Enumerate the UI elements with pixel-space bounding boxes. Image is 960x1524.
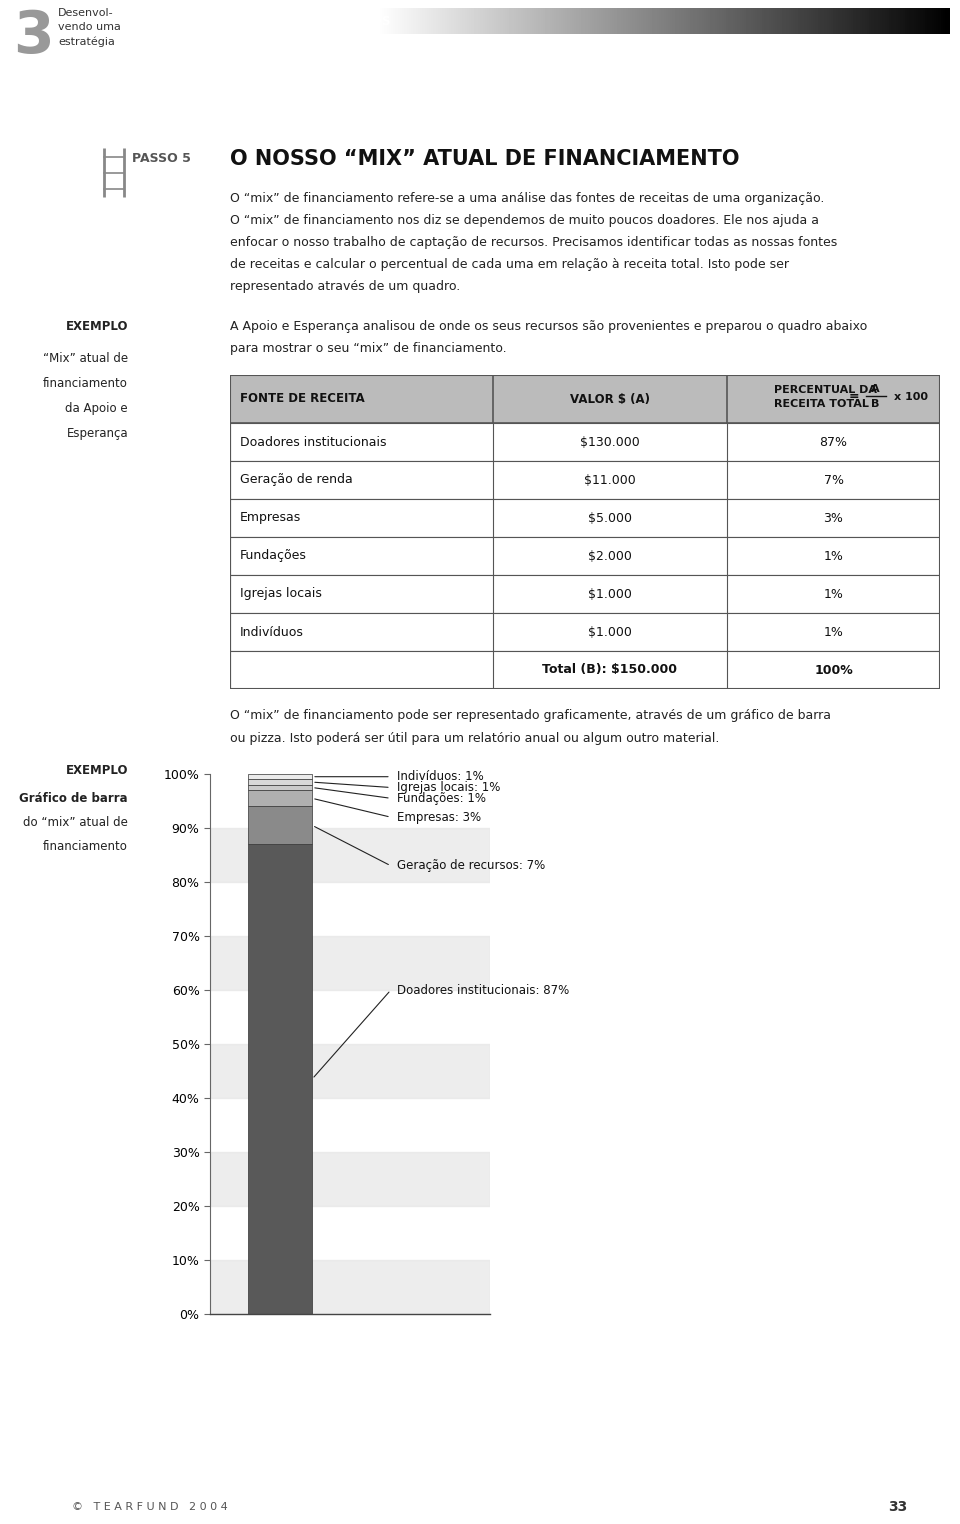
Text: 3: 3 bbox=[13, 8, 54, 64]
Bar bbox=[248, 774, 312, 779]
Text: $1.000: $1.000 bbox=[588, 587, 632, 600]
Text: Indivíduos: 1%: Indivíduos: 1% bbox=[396, 770, 484, 783]
Bar bbox=[210, 936, 490, 991]
Text: RECEITA TOTAL: RECEITA TOTAL bbox=[774, 399, 869, 408]
Text: CAPTAÇÃO DE RECURSOS: CAPTAÇÃO DE RECURSOS bbox=[222, 14, 391, 29]
Text: 1%: 1% bbox=[824, 550, 844, 562]
Text: Igrejas locais: Igrejas locais bbox=[240, 587, 322, 600]
Bar bbox=[210, 1152, 490, 1205]
Text: Gráfico de barra: Gráfico de barra bbox=[19, 792, 128, 805]
Text: “Mix” atual de: “Mix” atual de bbox=[43, 352, 128, 366]
Text: de receitas e calcular o percentual de cada uma em relação à receita total. Isto: de receitas e calcular o percentual de c… bbox=[230, 258, 789, 271]
Text: $11.000: $11.000 bbox=[584, 474, 636, 486]
Bar bbox=[248, 779, 312, 785]
Bar bbox=[230, 460, 940, 498]
Text: $130.000: $130.000 bbox=[580, 436, 639, 448]
Text: da Apoio e: da Apoio e bbox=[65, 402, 128, 415]
Bar bbox=[248, 785, 312, 791]
Bar bbox=[230, 651, 940, 689]
Text: B: B bbox=[872, 399, 879, 408]
Text: 87%: 87% bbox=[820, 436, 848, 448]
Bar bbox=[210, 828, 490, 882]
Text: 1%: 1% bbox=[824, 625, 844, 639]
Text: ROOTS 6: ROOTS 6 bbox=[140, 15, 198, 27]
Bar bbox=[230, 613, 940, 651]
Text: financiamento: financiamento bbox=[43, 840, 128, 853]
Text: $2.000: $2.000 bbox=[588, 550, 632, 562]
Text: =: = bbox=[849, 390, 859, 404]
Bar bbox=[230, 375, 940, 424]
Text: Fundações: Fundações bbox=[240, 550, 307, 562]
Text: Fundações: 1%: Fundações: 1% bbox=[396, 792, 486, 805]
Text: representado através de um quadro.: representado através de um quadro. bbox=[230, 280, 460, 293]
Text: $5.000: $5.000 bbox=[588, 512, 632, 524]
Text: VALOR $ (A): VALOR $ (A) bbox=[570, 393, 650, 405]
Bar bbox=[210, 1260, 490, 1314]
Bar bbox=[248, 791, 312, 806]
Text: O NOSSO “MIX” ATUAL DE FINANCIAMENTO: O NOSSO “MIX” ATUAL DE FINANCIAMENTO bbox=[230, 149, 739, 169]
Text: O “mix” de financiamento nos diz se dependemos de muito poucos doadores. Ele nos: O “mix” de financiamento nos diz se depe… bbox=[230, 213, 819, 227]
Text: Desenvol-
vendo uma
estratégia: Desenvol- vendo uma estratégia bbox=[58, 8, 121, 47]
Text: Geração de recursos: 7%: Geração de recursos: 7% bbox=[396, 860, 545, 872]
Text: $1.000: $1.000 bbox=[588, 625, 632, 639]
Bar bbox=[230, 575, 940, 613]
Bar bbox=[210, 1044, 490, 1097]
Bar bbox=[230, 424, 940, 460]
Bar bbox=[230, 498, 940, 536]
Text: enfocar o nosso trabalho de captação de recursos. Precisamos identificar todas a: enfocar o nosso trabalho de captação de … bbox=[230, 236, 837, 248]
Text: Geração de renda: Geração de renda bbox=[240, 474, 352, 486]
Text: 7%: 7% bbox=[824, 474, 844, 486]
Text: Doadores institucionais: 87%: Doadores institucionais: 87% bbox=[396, 983, 569, 997]
Text: do “mix” atual de: do “mix” atual de bbox=[23, 815, 128, 829]
Text: A Apoio e Esperança analisou de onde os seus recursos são provenientes e preparo: A Apoio e Esperança analisou de onde os … bbox=[230, 320, 867, 334]
Bar bbox=[248, 806, 312, 844]
Bar bbox=[248, 844, 312, 1314]
Text: para mostrar o seu “mix” de financiamento.: para mostrar o seu “mix” de financiament… bbox=[230, 341, 507, 355]
Text: ou pizza. Isto poderá ser útil para um relatório anual ou algum outro material.: ou pizza. Isto poderá ser útil para um r… bbox=[230, 732, 719, 745]
Text: FONTE DE RECEITA: FONTE DE RECEITA bbox=[240, 393, 365, 405]
Text: 33: 33 bbox=[888, 1500, 907, 1513]
Text: O “mix” de financiamento pode ser representado graficamente, através de um gráfi: O “mix” de financiamento pode ser repres… bbox=[230, 709, 831, 722]
Text: Empresas: Empresas bbox=[240, 512, 301, 524]
Text: PASSO 5: PASSO 5 bbox=[132, 152, 191, 166]
Text: Indivíduos: Indivíduos bbox=[240, 625, 304, 639]
Text: Total (B): $150.000: Total (B): $150.000 bbox=[542, 663, 678, 677]
Text: Doadores institucionais: Doadores institucionais bbox=[240, 436, 387, 448]
Text: Empresas: 3%: Empresas: 3% bbox=[396, 811, 481, 823]
Text: ©   T E A R F U N D   2 0 0 4: © T E A R F U N D 2 0 0 4 bbox=[72, 1503, 228, 1512]
Text: EXEMPLO: EXEMPLO bbox=[65, 320, 128, 334]
Text: Igrejas locais: 1%: Igrejas locais: 1% bbox=[396, 780, 500, 794]
Text: financiamento: financiamento bbox=[43, 378, 128, 390]
Text: EXEMPLO: EXEMPLO bbox=[65, 764, 128, 777]
Bar bbox=[230, 536, 940, 575]
Text: Esperança: Esperança bbox=[66, 427, 128, 439]
Text: A: A bbox=[871, 384, 879, 395]
Text: 100%: 100% bbox=[814, 663, 852, 677]
Text: 3%: 3% bbox=[824, 512, 844, 524]
Text: O “mix” de financiamento refere-se a uma análise das fontes de receitas de uma o: O “mix” de financiamento refere-se a uma… bbox=[230, 192, 825, 206]
Text: PERCENTUAL DA: PERCENTUAL DA bbox=[774, 386, 876, 395]
Text: 1%: 1% bbox=[824, 587, 844, 600]
Text: x 100: x 100 bbox=[894, 392, 927, 402]
